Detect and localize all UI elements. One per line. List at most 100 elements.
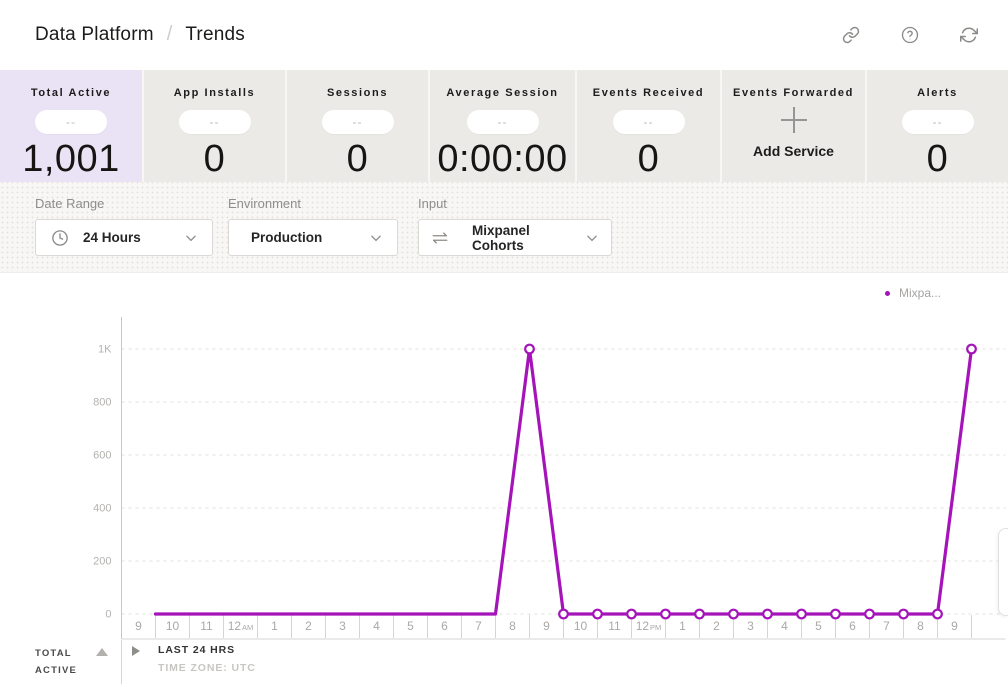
svg-text:2: 2 [713,619,720,633]
svg-text:1: 1 [679,619,686,633]
legend-series-label: Mixpa... [898,286,941,300]
footer-divider [121,640,122,684]
date-range-value: 24 Hours [83,230,141,245]
svg-text:6: 6 [849,619,856,633]
svg-text:7: 7 [475,619,482,633]
stat-value: 0 [637,138,660,180]
clock-icon [51,229,69,247]
stat-pill[interactable]: -- [901,110,974,134]
svg-text:4: 4 [781,619,788,633]
breadcrumb-parent[interactable]: Data Platform [35,24,154,45]
svg-text:4: 4 [373,619,380,633]
app-header: Data Platform / Trends [0,0,1008,70]
date-range-select[interactable]: 24 Hours [35,219,213,256]
side-panel-handle[interactable] [998,528,1008,616]
svg-text:11: 11 [608,619,621,633]
input-value: Mixpanel Cohorts [472,222,530,253]
trends-line-chart: 0 200 400 600 800 1K 9 10 11 12AM 1 2 3 4 5 6 7 8 9 10 11 12P… [93,317,1006,640]
svg-text:3: 3 [747,619,754,633]
svg-text:8: 8 [917,619,924,633]
svg-text:800: 800 [93,397,111,409]
trends-chart-panel: Mixpa... 0 200 400 600 800 1K 9 10 11 12AM 1 2 3 4 5 6 7… [0,272,1008,696]
chevron-down-icon [585,231,599,245]
svg-text:600: 600 [93,450,111,462]
svg-text:400: 400 [93,503,111,515]
sort-ascending-icon[interactable] [96,648,108,656]
stat-label: Alerts [917,87,958,99]
chart-legend[interactable]: Mixpa... [884,286,941,300]
stat-value: 1,001 [22,138,120,180]
date-range-label: Date Range [35,196,105,211]
stat-pill[interactable]: -- [321,110,394,134]
chevron-down-icon [369,231,383,245]
filter-bar: Date Range 24 Hours Environment Producti… [0,182,1008,272]
stat-pill[interactable]: -- [178,110,251,134]
stat-label: Events Received [592,87,705,99]
range-label: LAST 24 HRS [158,644,235,656]
stat-value: 0 [203,138,226,180]
metric-row-label: TOTAL ACTIVE [35,648,78,676]
stat-card-events-forwarded[interactable]: Events Forwarded Add Service [722,70,867,182]
stat-card-events-received[interactable]: Events Received -- 0 [577,70,722,182]
stat-pill[interactable]: -- [466,110,539,134]
svg-text:200: 200 [93,556,111,568]
legend-series-dot [884,290,890,296]
header-actions [842,26,978,44]
date-range-filter: Date Range 24 Hours [35,196,213,256]
svg-text:12PM: 12PM [636,619,662,633]
svg-text:2: 2 [305,619,312,633]
svg-text:0: 0 [105,609,111,621]
stat-card-app-installs[interactable]: App Installs -- 0 [144,70,287,182]
svg-text:7: 7 [883,619,890,633]
stats-card-row: Total Active -- 1,001 App Installs -- 0 … [0,70,1008,182]
stat-card-sessions[interactable]: Sessions -- 0 [287,70,430,182]
stat-value: 0 [926,138,949,180]
svg-text:9: 9 [543,619,550,633]
stat-label: Average Session [446,87,559,99]
input-select[interactable]: Mixpanel Cohorts [418,219,612,256]
svg-text:3: 3 [339,619,346,633]
svg-text:8: 8 [509,619,516,633]
stat-value: 0:00:00 [437,138,568,180]
environment-select[interactable]: Production [228,219,398,256]
stat-card-alerts[interactable]: Alerts -- 0 [867,70,1008,182]
expand-row-icon[interactable] [132,646,140,656]
svg-text:1K: 1K [98,344,112,356]
stat-pill[interactable]: -- [35,110,107,134]
svg-text:12AM: 12AM [228,619,254,633]
swap-arrows-icon [431,229,449,247]
environment-filter: Environment Production [228,196,398,256]
timezone-label: TIME ZONE: UTC [158,662,256,674]
input-filter: Input Mixpanel Cohorts [418,196,612,256]
chart-footer: TOTAL ACTIVE LAST 24 HRS TIME ZONE: UTC [0,640,1008,696]
stat-value: 0 [346,138,369,180]
add-service-button[interactable]: Add Service [753,143,834,159]
svg-text:5: 5 [407,619,414,633]
stat-pill[interactable]: -- [612,110,685,134]
breadcrumb: Data Platform / Trends [35,22,245,47]
stat-label: Total Active [30,87,112,99]
plus-icon[interactable] [780,107,807,133]
breadcrumb-current: Trends [185,24,245,45]
svg-text:6: 6 [441,619,448,633]
stat-card-average-session[interactable]: Average Session -- 0:00:00 [430,70,577,182]
stat-label: App Installs [173,87,256,99]
svg-text:10: 10 [574,619,588,633]
refresh-icon[interactable] [960,26,978,44]
stat-label: Sessions [326,87,389,99]
svg-text:1: 1 [271,619,278,633]
svg-text:11: 11 [200,619,213,633]
link-icon[interactable] [842,26,860,44]
stat-card-total-active[interactable]: Total Active -- 1,001 [0,70,144,182]
help-icon[interactable] [901,26,919,44]
input-label: Input [418,196,447,211]
environment-label: Environment [228,196,301,211]
breadcrumb-separator: / [166,22,173,45]
svg-text:10: 10 [166,619,180,633]
stat-label: Events Forwarded [733,87,854,99]
environment-value: Production [251,230,323,245]
chevron-down-icon [184,231,198,245]
svg-text:9: 9 [135,619,142,633]
svg-text:9: 9 [951,619,958,633]
